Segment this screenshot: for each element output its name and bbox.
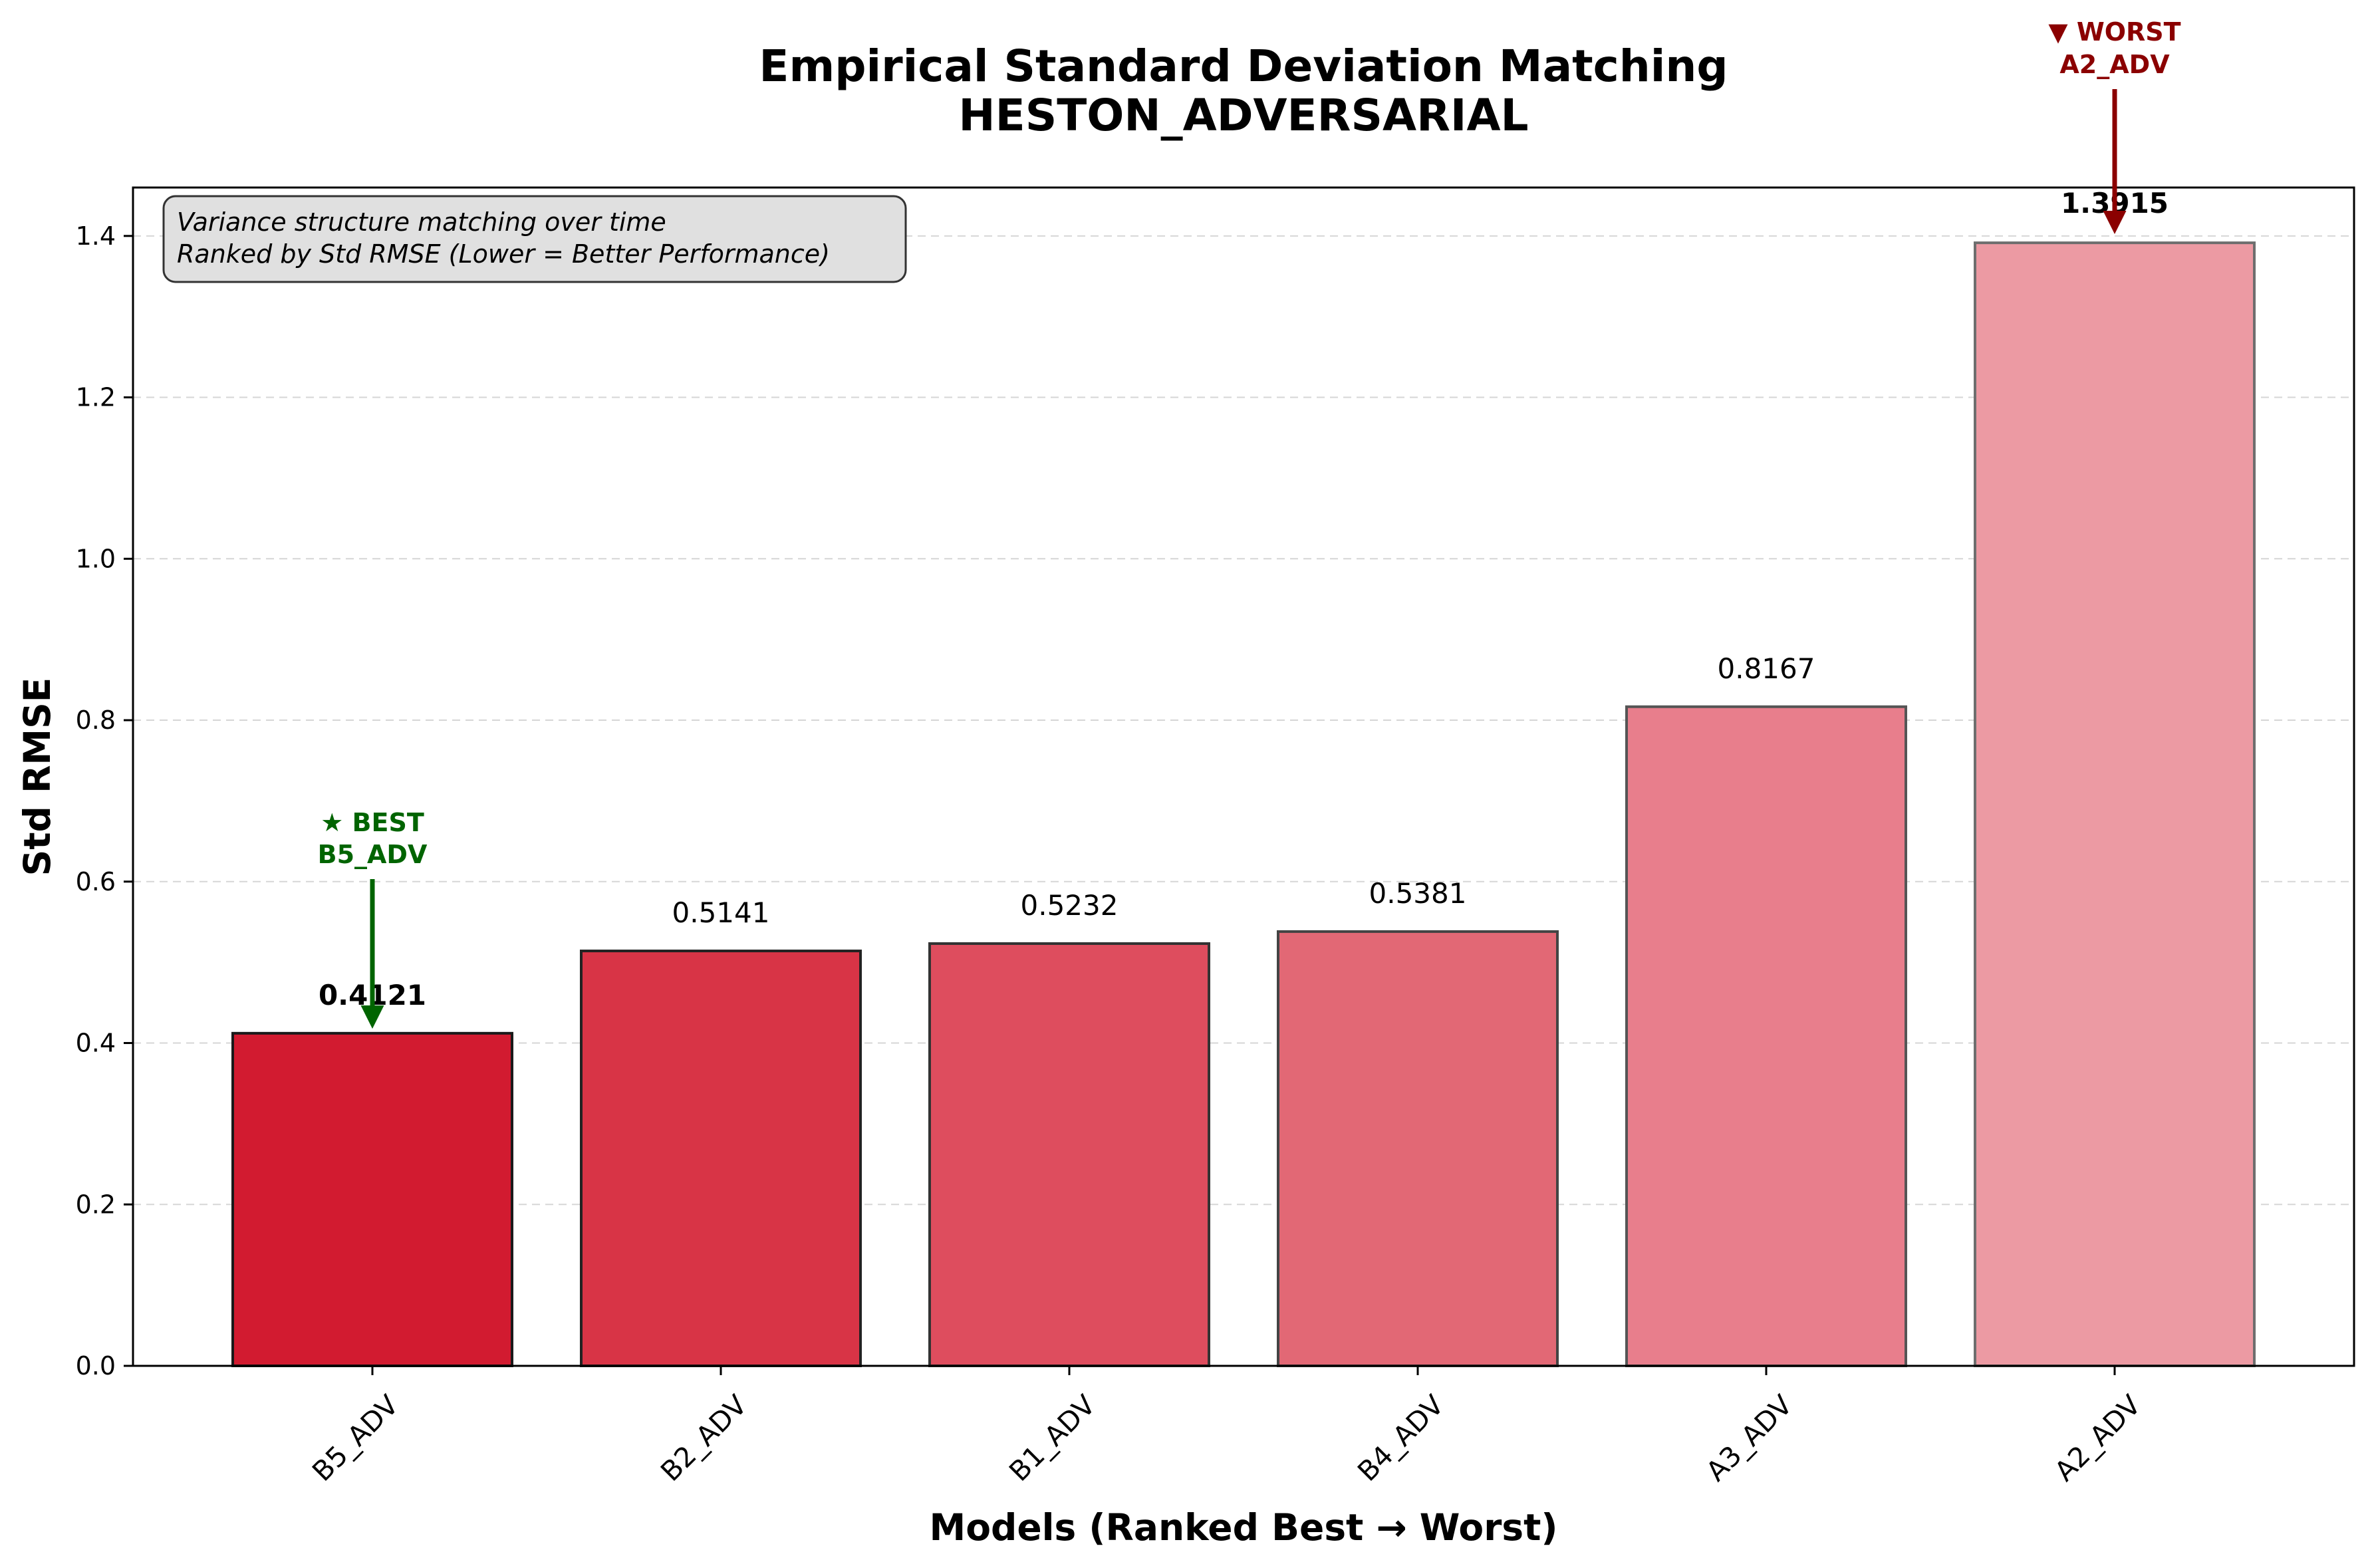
- worst-annotation-line-1: ▼ WORST: [2048, 17, 2180, 47]
- x-tick-label: A2_ADV: [2048, 1389, 2147, 1488]
- best-annotation-line-2: B5_ADV: [318, 840, 428, 869]
- y-tick-label: 0.0: [76, 1351, 116, 1380]
- y-tick-label: 0.4: [76, 1029, 116, 1058]
- best-annotation-line-1: ★ BEST: [321, 808, 424, 837]
- worst-annotation: ▼ WORST A2_ADV: [2048, 17, 2181, 234]
- y-tick-label: 0.8: [76, 706, 116, 735]
- chart-title-line-1: Empirical Standard Deviation Matching: [759, 41, 1728, 92]
- note-line-1: Variance structure matching over time: [177, 207, 666, 237]
- x-tick-label: B4_ADV: [1351, 1389, 1450, 1488]
- x-tick-label: A3_ADV: [1700, 1389, 1798, 1488]
- bar-b2-adv: [580, 950, 862, 1367]
- bars: [231, 241, 2256, 1368]
- bar-a3-adv: [1625, 705, 1907, 1367]
- bar-b1-adv: [928, 942, 1210, 1368]
- value-label-b4-adv: 0.5381: [1369, 877, 1467, 910]
- y-axis-ticks: 0.0 0.2 0.4 0.6 0.8 1.0 1.2 1.4: [76, 221, 133, 1380]
- y-tick-label: 0.6: [76, 867, 116, 896]
- y-tick-label: 1.0: [76, 544, 116, 573]
- plot-frame: [132, 186, 2355, 1367]
- value-label-a3-adv: 0.8167: [1718, 652, 1815, 685]
- note-line-2: Ranked by Std RMSE (Lower = Better Perfo…: [177, 239, 830, 269]
- chart-title-line-2: HESTON_ADVERSARIAL: [958, 90, 1528, 141]
- x-tick-label: B2_ADV: [654, 1389, 753, 1488]
- x-tick-label: B5_ADV: [306, 1389, 404, 1488]
- y-tick-label: 1.4: [76, 221, 116, 251]
- worst-annotation-line-2: A2_ADV: [2059, 50, 2170, 79]
- y-tick-label: 1.2: [76, 383, 116, 412]
- note-box: Variance structure matching over time Ra…: [162, 195, 907, 283]
- bar-b4-adv: [1277, 930, 1559, 1368]
- value-label-b1-adv: 0.5232: [1021, 889, 1119, 922]
- bar-a2-adv: [1974, 241, 2256, 1368]
- x-tick-label: B1_ADV: [1003, 1389, 1101, 1488]
- y-tick-label: 0.2: [76, 1190, 116, 1219]
- bar-b5-adv: [231, 1031, 513, 1368]
- x-axis-ticks: B5_ADV B2_ADV B1_ADV B4_ADV A3_ADV A2_ADV: [306, 1366, 2147, 1488]
- note-box-background: [162, 195, 907, 283]
- x-axis-label: Models (Ranked Best → Worst): [929, 1506, 1557, 1549]
- y-axis-label: Std RMSE: [16, 678, 59, 876]
- value-label-b2-adv: 0.5141: [672, 896, 770, 929]
- best-annotation: ★ BEST B5_ADV: [318, 808, 428, 1029]
